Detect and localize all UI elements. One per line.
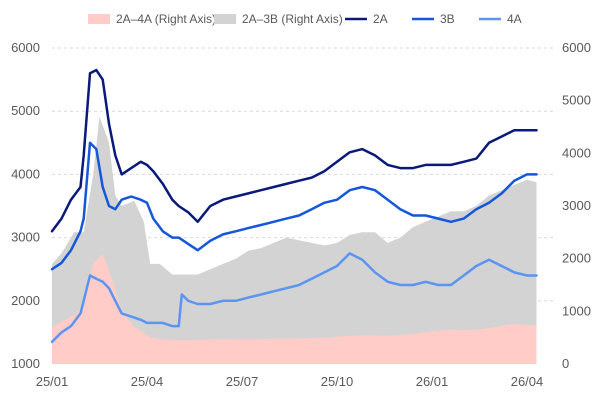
left-y-tick-label: 2000 — [11, 293, 40, 308]
right-y-tick-label: 6000 — [562, 40, 591, 55]
x-tick-label: 25/07 — [226, 374, 259, 389]
right-y-tick-label: 3000 — [562, 198, 591, 213]
x-tick-label: 25/10 — [321, 374, 354, 389]
legend-label: 2A — [373, 12, 388, 26]
area-series-2 — [52, 116, 537, 364]
legend-item: 4A — [479, 12, 522, 26]
legend-label: 3B — [440, 12, 455, 26]
left-y-tick-label: 6000 — [11, 40, 40, 55]
right-y-tick-label: 1000 — [562, 303, 591, 318]
right-y-tick-label: 5000 — [562, 93, 591, 108]
x-tick-label: 26/04 — [511, 374, 544, 389]
right-y-tick-label: 2000 — [562, 251, 591, 266]
legend-item: 2A–4A (Right Axis) — [88, 12, 216, 26]
line-series-3B — [50, 141, 538, 271]
legend-item: 3B — [412, 12, 455, 26]
line-series-layer — [50, 68, 538, 344]
legend-label: 4A — [507, 12, 522, 26]
axis-labels: 1000 2000 3000 4000 5000 6000 0 1000 2000 3000 400… — [11, 40, 591, 389]
legend-swatch — [214, 14, 236, 24]
left-y-tick-label: 4000 — [11, 166, 40, 181]
legend-item: 2A — [345, 12, 388, 26]
area-series-1 — [52, 253, 537, 364]
legend-swatch — [88, 14, 110, 24]
x-tick-label: 25/04 — [131, 374, 164, 389]
x-tick-label: 26/01 — [416, 374, 449, 389]
right-y-tick-label: 0 — [562, 356, 569, 371]
area-series-layer — [52, 116, 537, 364]
legend-label: 2A–4A (Right Axis) — [116, 12, 216, 26]
line-series-2A — [50, 68, 538, 233]
right-y-tick-label: 4000 — [562, 145, 591, 160]
left-y-tick-label: 3000 — [11, 230, 40, 245]
left-y-tick-label: 5000 — [11, 103, 40, 118]
legend-label: 2A–3B (Right Axis) — [242, 12, 343, 26]
line-series-4A — [50, 252, 538, 344]
x-tick-label: 25/01 — [36, 374, 69, 389]
legend-item: 2A–3B (Right Axis) — [214, 12, 343, 26]
legend: 2A–4A (Right Axis) 2A–3B (Right Axis) 2A 3B… — [88, 12, 522, 26]
left-y-tick-label: 1000 — [11, 356, 40, 371]
